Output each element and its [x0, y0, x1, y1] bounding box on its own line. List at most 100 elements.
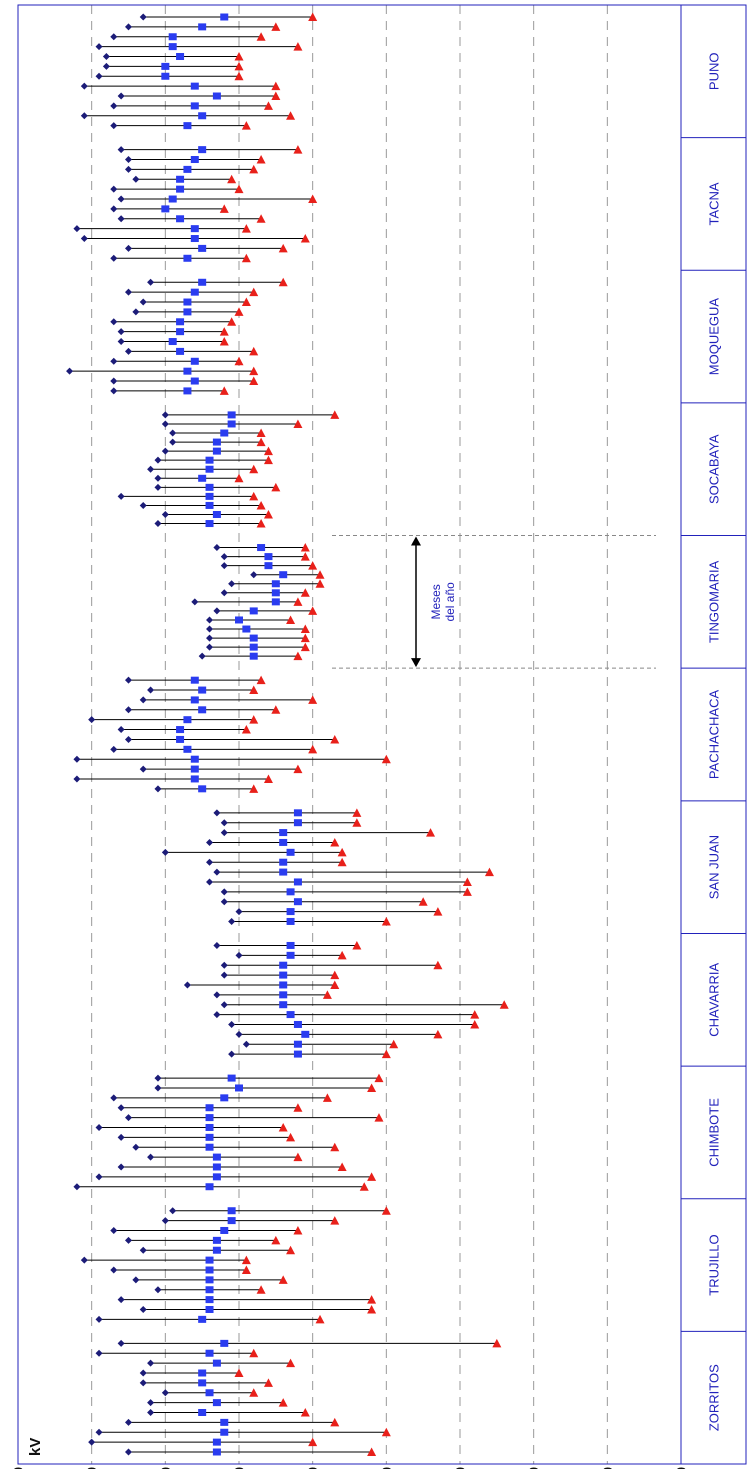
- category-label: TINGOMARIA: [707, 560, 722, 643]
- avg-marker: [293, 878, 302, 886]
- avg-marker: [220, 1226, 229, 1234]
- avg-marker: [264, 553, 273, 561]
- min-marker: [271, 81, 281, 91]
- max-marker: [102, 62, 110, 70]
- max-marker: [220, 819, 228, 827]
- avg-marker: [190, 288, 199, 296]
- max-marker: [125, 156, 132, 164]
- series-trujillo: [80, 1206, 391, 1324]
- max-marker: [117, 726, 125, 734]
- min-marker: [293, 597, 303, 606]
- avg-marker: [279, 971, 288, 979]
- avg-marker: [205, 1349, 214, 1357]
- min-marker: [499, 1000, 509, 1009]
- max-marker: [66, 367, 74, 375]
- avg-marker: [235, 1084, 243, 1092]
- series-tingomaria: [191, 543, 325, 661]
- tick-label-230: 230: [157, 1467, 173, 1469]
- avg-marker: [161, 72, 170, 80]
- category-label: TACNA: [707, 182, 722, 225]
- min-marker: [241, 297, 251, 307]
- avg-marker: [205, 1266, 214, 1274]
- max-marker: [73, 1183, 81, 1191]
- avg-marker: [176, 328, 185, 336]
- max-marker: [154, 456, 162, 464]
- max-marker: [161, 420, 169, 428]
- max-marker: [154, 785, 162, 793]
- min-marker: [367, 1083, 377, 1092]
- max-marker: [183, 981, 191, 989]
- avg-marker: [168, 338, 177, 346]
- max-marker: [132, 1276, 140, 1284]
- group-separators: [681, 137, 746, 1332]
- avg-marker: [293, 898, 302, 906]
- avg-marker: [212, 1438, 221, 1446]
- max-marker: [139, 298, 147, 306]
- min-marker: [308, 606, 318, 615]
- avg-marker: [279, 838, 288, 846]
- min-marker: [308, 744, 318, 754]
- min-marker: [293, 1152, 303, 1162]
- max-marker: [169, 1207, 177, 1215]
- series-chavarria: [183, 940, 509, 1059]
- avg-marker: [286, 917, 295, 925]
- min-marker: [278, 1275, 288, 1284]
- max-marker: [117, 215, 125, 223]
- category-label: CHIMBOTE: [707, 1098, 722, 1167]
- min-marker: [300, 552, 310, 561]
- max-marker: [220, 589, 228, 597]
- avg-marker: [183, 254, 192, 262]
- tick-label-220: 220: [231, 1467, 247, 1469]
- max-marker: [161, 1217, 169, 1225]
- avg-marker: [301, 1030, 310, 1038]
- min-marker: [256, 155, 266, 164]
- min-marker: [308, 561, 318, 570]
- avg-marker: [205, 1123, 214, 1131]
- min-marker: [249, 164, 259, 174]
- unit-label: kV: [27, 1438, 44, 1456]
- min-marker: [271, 705, 281, 714]
- avg-marker: [205, 1183, 214, 1191]
- max-marker: [213, 544, 221, 552]
- avg-marker: [271, 589, 280, 597]
- min-marker: [330, 980, 340, 989]
- max-marker: [117, 92, 125, 100]
- tick-label-180: 180: [526, 1467, 542, 1469]
- avg-marker: [286, 951, 295, 959]
- avg-marker: [220, 13, 229, 21]
- min-marker: [241, 725, 251, 734]
- avg-marker: [227, 1217, 236, 1225]
- max-marker: [242, 1040, 250, 1048]
- max-marker: [154, 474, 162, 482]
- max-marker: [213, 809, 221, 817]
- series-marks: [66, 12, 509, 1456]
- avg-marker: [220, 1428, 229, 1436]
- avg-marker: [279, 868, 288, 876]
- avg-marker: [176, 726, 185, 734]
- min-marker: [249, 1388, 259, 1397]
- avg-marker: [198, 706, 207, 714]
- avg-marker: [183, 165, 192, 173]
- max-marker: [125, 1418, 132, 1426]
- plot-area-border: [17, 4, 682, 1465]
- max-marker: [250, 571, 258, 579]
- avg-marker: [176, 347, 185, 355]
- category-label: TRUJILLO: [707, 1234, 722, 1295]
- min-marker: [300, 543, 310, 552]
- avg-marker: [205, 1389, 214, 1397]
- max-marker: [125, 676, 132, 684]
- avg-marker: [205, 1143, 214, 1151]
- min-marker: [227, 317, 237, 326]
- max-marker: [154, 1084, 162, 1092]
- max-marker: [117, 195, 125, 203]
- avg-marker: [220, 1418, 229, 1426]
- plot-frame: [17, 4, 747, 1465]
- avg-marker: [198, 1379, 207, 1387]
- avg-marker: [212, 1236, 221, 1244]
- min-marker: [249, 1348, 259, 1358]
- max-marker: [161, 848, 169, 856]
- avg-marker: [293, 1040, 302, 1048]
- min-marker: [337, 950, 347, 960]
- tick-label-170: 170: [599, 1467, 615, 1469]
- max-marker: [110, 357, 118, 365]
